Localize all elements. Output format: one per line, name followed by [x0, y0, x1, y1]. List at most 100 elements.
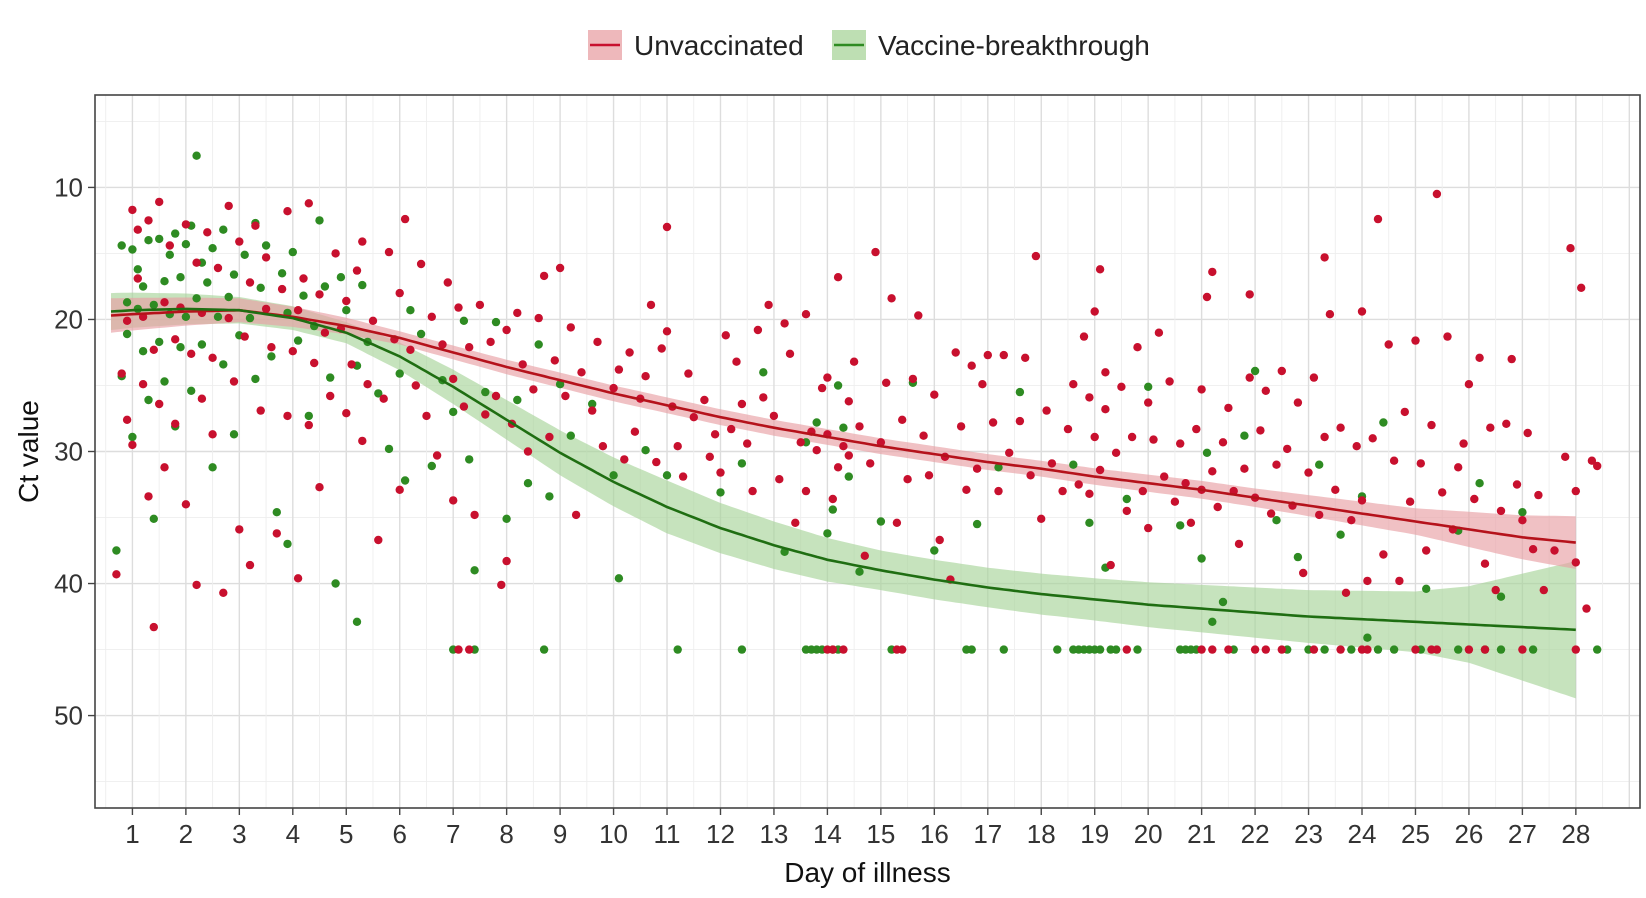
- point-unvaccinated: [1368, 434, 1377, 443]
- point-unvaccinated: [235, 525, 244, 534]
- point-unvaccinated: [288, 347, 297, 356]
- point-unvaccinated: [555, 263, 565, 273]
- point-unvaccinated: [898, 415, 907, 424]
- point-unvaccinated: [181, 220, 191, 229]
- point-unvaccinated: [1154, 328, 1164, 337]
- point-vaccine-breakthrough: [384, 444, 394, 454]
- point-vaccine-breakthrough: [1593, 645, 1602, 654]
- point-unvaccinated: [1309, 373, 1319, 382]
- point-unvaccinated: [550, 356, 559, 365]
- point-unvaccinated: [342, 409, 351, 418]
- point-unvaccinated: [304, 420, 313, 430]
- point-vaccine-breakthrough: [539, 645, 549, 654]
- point-unvaccinated: [1133, 343, 1142, 352]
- point-unvaccinated: [545, 432, 554, 442]
- point-unvaccinated: [1197, 645, 1206, 654]
- point-unvaccinated: [1047, 459, 1057, 468]
- point-unvaccinated: [192, 580, 201, 590]
- point-vaccine-breakthrough: [1363, 633, 1372, 642]
- point-unvaccinated: [347, 360, 356, 369]
- point-vaccine-breakthrough: [737, 645, 747, 654]
- point-unvaccinated: [261, 304, 271, 314]
- point-unvaccinated: [967, 361, 976, 370]
- point-unvaccinated: [1587, 456, 1597, 465]
- point-unvaccinated: [144, 216, 153, 225]
- point-vaccine-breakthrough: [171, 229, 180, 238]
- point-vaccine-breakthrough: [1379, 418, 1388, 427]
- point-unvaccinated: [1208, 467, 1217, 476]
- x-tick-label: 14: [813, 819, 842, 849]
- point-vaccine-breakthrough: [1144, 382, 1153, 391]
- point-vaccine-breakthrough: [759, 368, 768, 377]
- point-vaccine-breakthrough: [336, 273, 346, 282]
- point-unvaccinated: [133, 274, 142, 283]
- point-vaccine-breakthrough: [320, 282, 330, 291]
- point-vaccine-breakthrough: [1496, 645, 1506, 654]
- point-vaccine-breakthrough: [229, 430, 239, 439]
- point-unvaccinated: [1031, 251, 1041, 261]
- point-unvaccinated: [1304, 468, 1313, 477]
- point-unvaccinated: [283, 207, 292, 216]
- point-unvaccinated: [144, 492, 153, 501]
- point-unvaccinated: [678, 472, 688, 481]
- point-unvaccinated: [1283, 444, 1292, 454]
- point-unvaccinated: [1464, 380, 1474, 389]
- x-tick-label: 12: [706, 819, 735, 849]
- x-tick-label: 7: [446, 819, 460, 849]
- point-unvaccinated: [171, 419, 180, 428]
- point-vaccine-breakthrough: [219, 225, 228, 234]
- point-unvaccinated: [1069, 380, 1078, 389]
- point-unvaccinated: [117, 369, 126, 378]
- point-unvaccinated: [593, 337, 602, 347]
- x-tick-label: 28: [1561, 819, 1590, 849]
- point-unvaccinated: [785, 349, 795, 358]
- point-vaccine-breakthrough: [449, 407, 458, 417]
- point-unvaccinated: [224, 313, 233, 323]
- point-unvaccinated: [1486, 423, 1495, 432]
- point-unvaccinated: [315, 483, 324, 492]
- point-unvaccinated: [748, 486, 757, 496]
- point-unvaccinated: [817, 383, 827, 393]
- point-unvaccinated: [887, 294, 896, 303]
- point-unvaccinated: [759, 393, 768, 402]
- point-unvaccinated: [1363, 576, 1372, 586]
- point-unvaccinated: [1357, 307, 1367, 316]
- point-unvaccinated: [662, 222, 672, 232]
- point-vaccine-breakthrough: [1122, 494, 1132, 504]
- point-unvaccinated: [122, 415, 132, 424]
- point-vaccine-breakthrough: [1315, 460, 1324, 469]
- point-unvaccinated: [764, 300, 773, 310]
- point-unvaccinated: [1320, 253, 1329, 262]
- point-unvaccinated: [1106, 560, 1115, 570]
- point-vaccine-breakthrough: [1518, 508, 1527, 517]
- point-unvaccinated: [261, 253, 271, 262]
- point-unvaccinated: [465, 645, 474, 654]
- x-tick-label: 22: [1241, 819, 1270, 849]
- point-vaccine-breakthrough: [181, 240, 191, 249]
- point-unvaccinated: [1165, 377, 1174, 386]
- point-unvaccinated: [1491, 585, 1500, 595]
- point-unvaccinated: [1561, 452, 1570, 461]
- point-unvaccinated: [801, 310, 811, 319]
- point-unvaccinated: [149, 622, 158, 632]
- y-tick-label: 20: [54, 304, 83, 334]
- point-unvaccinated: [1411, 645, 1420, 654]
- point-unvaccinated: [240, 332, 249, 341]
- point-unvaccinated: [716, 468, 725, 477]
- point-unvaccinated: [475, 300, 485, 310]
- point-vaccine-breakthrough: [502, 514, 511, 523]
- point-unvaccinated: [1571, 558, 1581, 567]
- ribbon-unvaccinated: [111, 297, 1576, 569]
- point-unvaccinated: [1005, 448, 1014, 457]
- point-vaccine-breakthrough: [967, 645, 976, 654]
- point-unvaccinated: [395, 288, 404, 298]
- point-unvaccinated: [646, 300, 656, 310]
- point-unvaccinated: [518, 360, 527, 369]
- point-vaccine-breakthrough: [716, 488, 725, 497]
- x-tick-label: 5: [339, 819, 353, 849]
- point-unvaccinated: [780, 319, 789, 328]
- point-unvaccinated: [149, 345, 158, 354]
- point-unvaccinated: [1149, 435, 1158, 444]
- confidence-ribbons: [111, 292, 1576, 699]
- point-vaccine-breakthrough: [256, 283, 265, 292]
